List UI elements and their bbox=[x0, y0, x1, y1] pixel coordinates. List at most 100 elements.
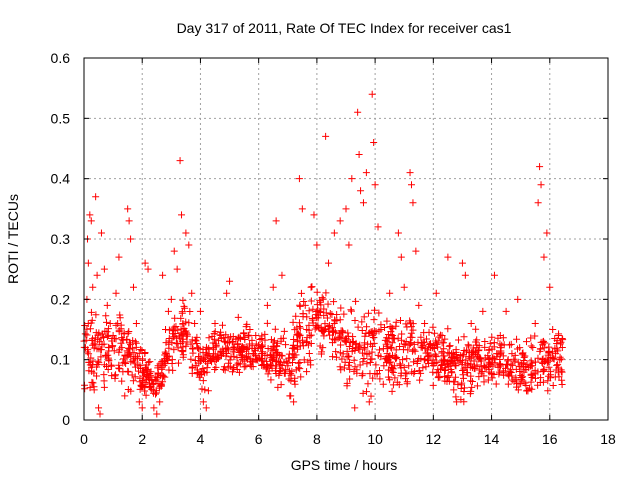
data-point-cloud bbox=[225, 359, 233, 367]
data-point-cloud bbox=[485, 346, 493, 354]
data-point-cloud bbox=[92, 311, 100, 319]
data-point-cloud bbox=[387, 343, 395, 351]
data-point-cloud bbox=[501, 364, 509, 372]
data-point-cloud bbox=[459, 352, 467, 360]
data-point-cloud bbox=[333, 310, 341, 318]
data-point-cloud bbox=[314, 322, 322, 330]
data-point-cloud bbox=[490, 355, 498, 363]
data-point-cloud bbox=[205, 334, 213, 342]
data-point-cloud bbox=[277, 351, 285, 359]
data-point-cloud bbox=[224, 346, 232, 354]
data-point-cloud bbox=[294, 359, 302, 367]
data-point-cloud bbox=[291, 380, 299, 388]
data-point bbox=[426, 344, 434, 352]
data-point-cloud bbox=[379, 380, 387, 388]
data-point-cloud bbox=[363, 388, 371, 396]
data-point-cloud bbox=[136, 362, 144, 370]
data-point-cloud bbox=[485, 366, 493, 374]
data-point-cloud bbox=[275, 371, 283, 379]
data-point-cloud bbox=[382, 340, 390, 348]
data-point-cloud bbox=[523, 361, 531, 369]
data-point-cloud bbox=[188, 336, 196, 344]
data-point-cloud bbox=[319, 326, 327, 334]
data-point-cloud bbox=[152, 390, 160, 398]
data-point bbox=[106, 319, 114, 327]
data-point-cloud bbox=[123, 347, 131, 355]
y-tick-label: 0.3 bbox=[51, 231, 71, 247]
data-point-cloud bbox=[466, 390, 474, 398]
data-point-cloud bbox=[115, 361, 123, 369]
data-point-cloud bbox=[294, 330, 302, 338]
data-point-cloud bbox=[488, 333, 496, 341]
data-point-cloud bbox=[159, 372, 167, 380]
data-point bbox=[81, 344, 89, 352]
data-point bbox=[557, 368, 565, 376]
data-point-cloud bbox=[296, 365, 304, 373]
data-point-cloud bbox=[294, 336, 302, 344]
data-point-cloud bbox=[119, 336, 127, 344]
data-point-cloud bbox=[90, 344, 98, 352]
data-point-cloud bbox=[527, 370, 535, 378]
data-point-cloud bbox=[278, 352, 286, 360]
data-point-cloud bbox=[390, 362, 398, 370]
data-point bbox=[96, 410, 104, 418]
data-point-cloud bbox=[108, 334, 116, 342]
data-point-cloud bbox=[458, 366, 466, 374]
data-point-cloud bbox=[290, 377, 298, 385]
data-point-cloud bbox=[236, 360, 244, 368]
data-point-cloud bbox=[397, 372, 405, 380]
data-point-cloud bbox=[320, 305, 328, 313]
data-point-cloud bbox=[531, 332, 539, 340]
data-point-cloud bbox=[285, 350, 293, 358]
x-tick-label: 8 bbox=[313, 431, 321, 447]
data-point bbox=[450, 386, 458, 394]
data-point-cloud bbox=[132, 353, 140, 361]
data-point-cloud bbox=[457, 356, 465, 364]
y-tick-label: 0.5 bbox=[51, 110, 71, 126]
data-point-cloud bbox=[242, 323, 250, 331]
data-point-cloud bbox=[396, 360, 404, 368]
data-point bbox=[223, 289, 231, 297]
data-point-cloud bbox=[126, 341, 134, 349]
data-point-cloud bbox=[539, 360, 547, 368]
data-point-cloud bbox=[83, 331, 91, 339]
data-point bbox=[89, 283, 97, 291]
data-point-cloud bbox=[360, 343, 368, 351]
data-point bbox=[359, 199, 367, 207]
data-point-cloud bbox=[407, 329, 415, 337]
data-point-cloud bbox=[352, 297, 360, 305]
data-point-cloud bbox=[263, 319, 271, 327]
data-point bbox=[351, 404, 359, 412]
data-point-cloud bbox=[95, 359, 103, 367]
data-point-cloud bbox=[362, 329, 370, 337]
data-point-cloud bbox=[448, 350, 456, 358]
data-point-cloud bbox=[341, 358, 349, 366]
data-point-cloud bbox=[179, 296, 187, 304]
data-point-cloud bbox=[307, 297, 315, 305]
data-point-cloud bbox=[229, 344, 237, 352]
data-point-cloud bbox=[466, 363, 474, 371]
data-point-cloud bbox=[536, 379, 544, 387]
data-point-cloud bbox=[475, 366, 483, 374]
data-point-cloud bbox=[424, 357, 432, 365]
data-point-cloud bbox=[551, 373, 559, 381]
data-point bbox=[188, 289, 196, 297]
data-point-cloud bbox=[196, 371, 204, 379]
data-point-cloud bbox=[446, 342, 454, 350]
data-point-cloud bbox=[273, 357, 281, 365]
data-point-cloud bbox=[97, 346, 105, 354]
data-point bbox=[370, 138, 378, 146]
data-point-cloud bbox=[509, 361, 517, 369]
data-point-cloud bbox=[551, 335, 559, 343]
data-point-cloud bbox=[468, 383, 476, 391]
data-point-cloud bbox=[299, 313, 307, 321]
data-point bbox=[290, 398, 298, 406]
data-point-cloud bbox=[350, 356, 358, 364]
data-point-cloud bbox=[313, 314, 321, 322]
data-point-cloud bbox=[248, 344, 256, 352]
data-point-cloud bbox=[259, 357, 267, 365]
y-tick-label: 0 bbox=[62, 412, 70, 428]
data-points bbox=[80, 90, 567, 418]
data-point bbox=[103, 301, 111, 309]
data-point-cloud bbox=[458, 361, 466, 369]
